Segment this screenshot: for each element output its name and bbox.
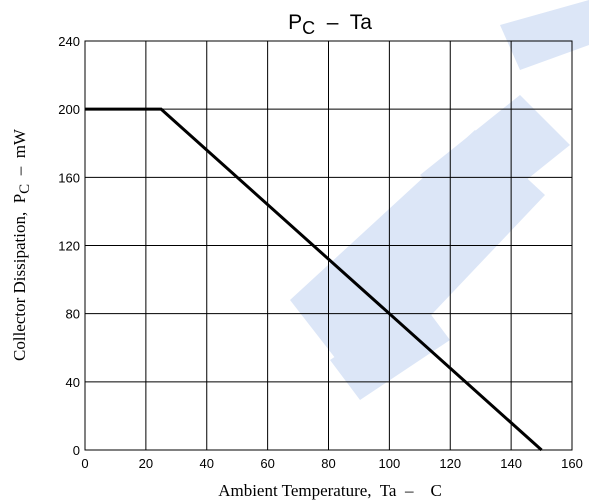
watermark-stroke-3 [330,300,450,400]
series-line-0 [85,107,543,452]
x-tick-label-160: 160 [561,456,583,471]
series-group [85,107,543,452]
x-tick-label-120: 120 [439,456,461,471]
chart-title-subscript: C [302,18,315,38]
y-tick-label-80: 80 [66,307,80,322]
y-tick-label-200: 200 [58,102,80,117]
x-tick-label-40: 40 [200,456,214,471]
watermark-stroke-2 [420,95,570,225]
x-axis-label: Ambient Temperature, Ta – C [218,481,442,500]
y-tick-label-40: 40 [66,375,80,390]
x-tick-label-0: 0 [81,456,88,471]
x-tick-label-100: 100 [379,456,401,471]
watermark-stroke-4 [500,0,589,70]
plot-frame [84,40,573,451]
y-axis-label-main: Collector Dissipation, P [10,194,29,361]
watermark-logo [290,0,589,400]
x-tick-label-140: 140 [500,456,522,471]
x-tick-label-60: 60 [260,456,274,471]
y-tick-label-160: 160 [58,170,80,185]
y-tick-labels: 0 40 80 120 160 200 240 [58,34,80,458]
x-tick-label-20: 20 [139,456,153,471]
y-axis-label-rest: – mW [10,128,29,184]
chart-title: PC – Ta [288,11,372,38]
grid [85,41,572,450]
y-axis-label-subscript: C [17,184,33,194]
y-tick-label-0: 0 [73,443,80,458]
x-tick-label-80: 80 [321,456,335,471]
x-tick-labels: 0 20 40 60 80 100 120 140 160 [81,456,582,471]
y-tick-label-120: 120 [58,239,80,254]
chart-title-rest: – Ta [315,11,372,34]
chart-title-main: P [288,11,302,34]
y-axis-label: Collector Dissipation, PC – mW [10,128,33,361]
y-tick-label-240: 240 [58,34,80,49]
